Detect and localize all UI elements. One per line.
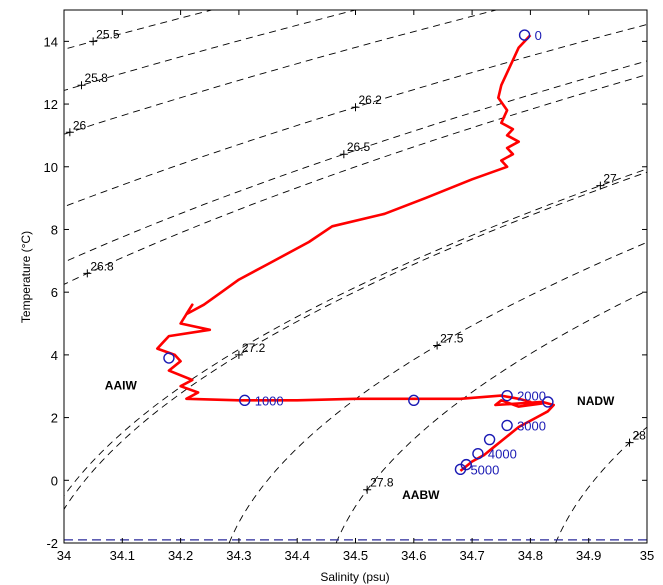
water-mass-label: NADW	[577, 394, 615, 408]
y-tick-label: 14	[44, 34, 58, 49]
contour-plus-marker	[77, 81, 86, 90]
depth-label: 3000	[517, 418, 546, 433]
depth-label: 2000	[517, 389, 546, 404]
contour-plus-marker	[234, 350, 243, 359]
y-tick-label: 0	[51, 473, 58, 488]
y-axis-label: Temperature (°C)	[19, 231, 33, 323]
depth-marker	[501, 419, 513, 432]
contour-label: 27.8	[370, 476, 394, 490]
y-tick-label: -2	[46, 536, 58, 551]
water-mass-label: AAIW	[105, 378, 138, 392]
axes: 34 34.1 34.2 34.3 34.4 34.5 34.6 34.7 34.8 34.9 35…	[44, 10, 654, 563]
x-tick-label: 34.3	[226, 548, 251, 563]
profile-group	[156, 29, 555, 476]
depth-marker	[163, 352, 175, 364]
temperature-salinity-profile	[156, 34, 555, 472]
water-mass-label: AABW	[402, 488, 440, 502]
x-tick-label: 34.9	[576, 548, 601, 563]
depth-label: 0	[535, 28, 542, 43]
contour-plus-marker	[433, 341, 442, 350]
contour-plus-marker	[89, 37, 98, 46]
x-tick-label: 34.4	[285, 548, 310, 563]
depth-marker	[542, 396, 554, 408]
density-contour-line	[228, 241, 647, 543]
x-tick-label: 34.2	[168, 548, 193, 563]
y-tick-label: 12	[44, 97, 58, 112]
contour-label: 27.5	[440, 331, 464, 345]
contour-plus-marker	[83, 269, 92, 278]
contour-label: 26.8	[90, 259, 114, 273]
density-contour-line	[64, 171, 647, 511]
y-tick-label: 2	[51, 411, 58, 426]
contour-label: 25.8	[84, 71, 108, 85]
x-tick-label: 34	[57, 548, 71, 563]
y-tick-label: 10	[44, 160, 58, 175]
x-tick-label: 34.1	[110, 548, 135, 563]
contour-plus-marker	[596, 181, 605, 190]
depth-marker	[501, 389, 513, 402]
x-axis-label: Salinity (psu)	[320, 570, 389, 584]
x-tick-label: 34.7	[459, 548, 484, 563]
contour-label: 25.5	[96, 27, 120, 41]
contour-label: 27.2	[242, 341, 266, 355]
x-tick-label: 34.8	[518, 548, 543, 563]
contour-plus-marker	[339, 150, 348, 159]
contour-label: 27	[603, 172, 617, 186]
y-tick-label: 8	[51, 222, 58, 237]
density-contour-line	[555, 426, 647, 543]
depth-label: 5000	[470, 462, 499, 477]
depth-marker	[454, 463, 467, 476]
depth-marker	[239, 394, 251, 407]
depth-label: 4000	[488, 447, 517, 462]
depth-marker	[408, 394, 420, 407]
x-tick-label: 34.6	[401, 548, 426, 563]
contour-plus-marker	[65, 128, 74, 137]
contour-plus-marker	[351, 103, 360, 112]
depth-marker	[518, 29, 531, 41]
depth-label: 1000	[255, 393, 284, 408]
depth-marker	[483, 433, 496, 446]
contour-plus-marker	[625, 438, 634, 447]
contour-label: 28	[633, 429, 647, 443]
contour-plus-marker	[363, 485, 372, 494]
y-tick-label: 4	[51, 348, 58, 363]
depth-marker	[472, 447, 484, 460]
density-contour-line	[64, 74, 647, 285]
contour-label: 26.5	[347, 140, 371, 154]
y-tick-label: 6	[51, 285, 58, 300]
contour-label: 26	[73, 118, 87, 132]
x-tick-label: 34.5	[343, 548, 368, 563]
density-contours	[64, 10, 647, 543]
density-contour-line	[335, 290, 647, 543]
density-contour-line	[64, 168, 647, 497]
x-tick-label: 35	[640, 548, 654, 563]
contour-label: 26.2	[359, 93, 383, 107]
